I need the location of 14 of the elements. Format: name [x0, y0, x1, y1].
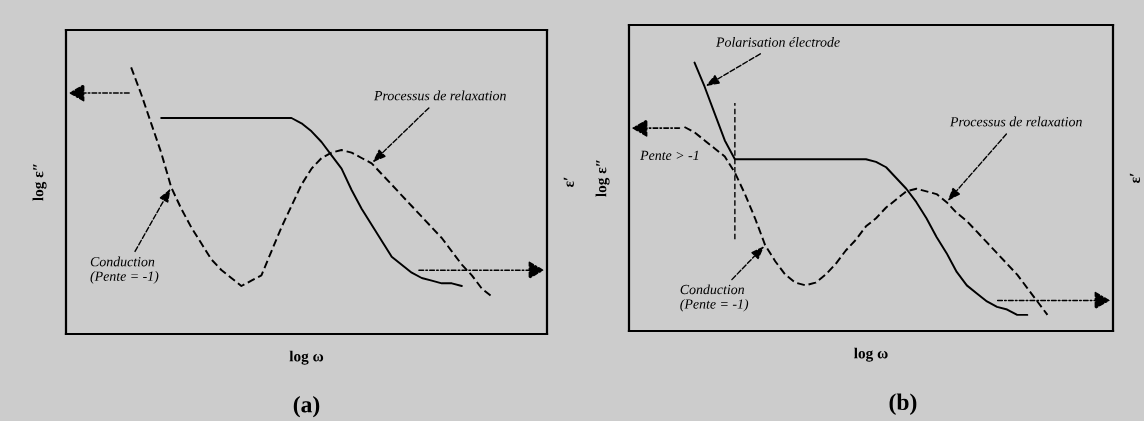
y-axis-title: log ε″ — [32, 164, 47, 201]
annotation: Conduction (Pente = -1) — [680, 284, 749, 312]
text: (a) — [293, 395, 320, 418]
annotation: Pente > -1 — [640, 150, 699, 161]
annotation: Processus de relaxation — [949, 116, 1082, 127]
x-axis-title: log ω — [854, 347, 888, 362]
y2-axis-title: ε′ — [1129, 173, 1141, 183]
y-axis-title: log ε″ — [595, 160, 610, 197]
x-axis-title: log ω — [289, 350, 324, 365]
annotation: Processus de relaxation — [373, 90, 506, 101]
text: (b) — [889, 393, 917, 415]
annotation: Conduction (Pente = -1) — [90, 256, 159, 284]
text: Polarisation électrode — [715, 37, 840, 47]
y2-axis-title: ε′ — [563, 177, 574, 187]
